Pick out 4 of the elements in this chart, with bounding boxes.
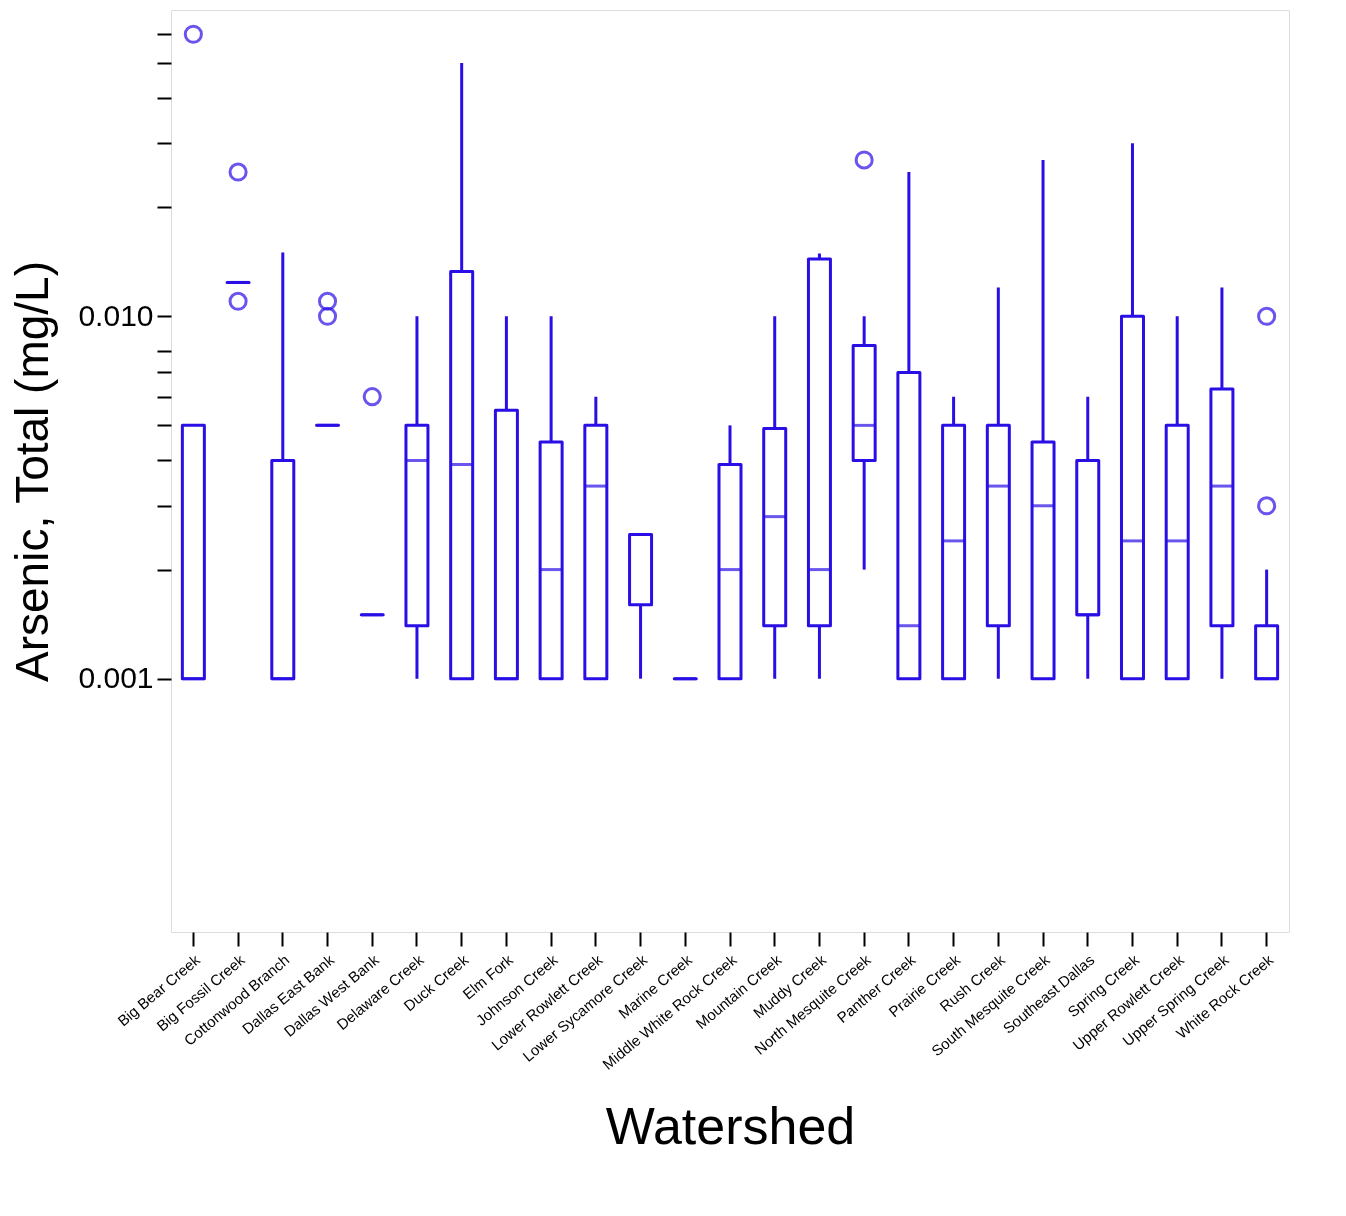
y-axis-title: Arsenic, Total (mg/L)	[6, 261, 59, 682]
y-tick-label: 0.001	[78, 661, 154, 695]
x-axis-title: Watershed	[605, 1096, 856, 1155]
y-tick-label: 0.010	[78, 298, 154, 332]
